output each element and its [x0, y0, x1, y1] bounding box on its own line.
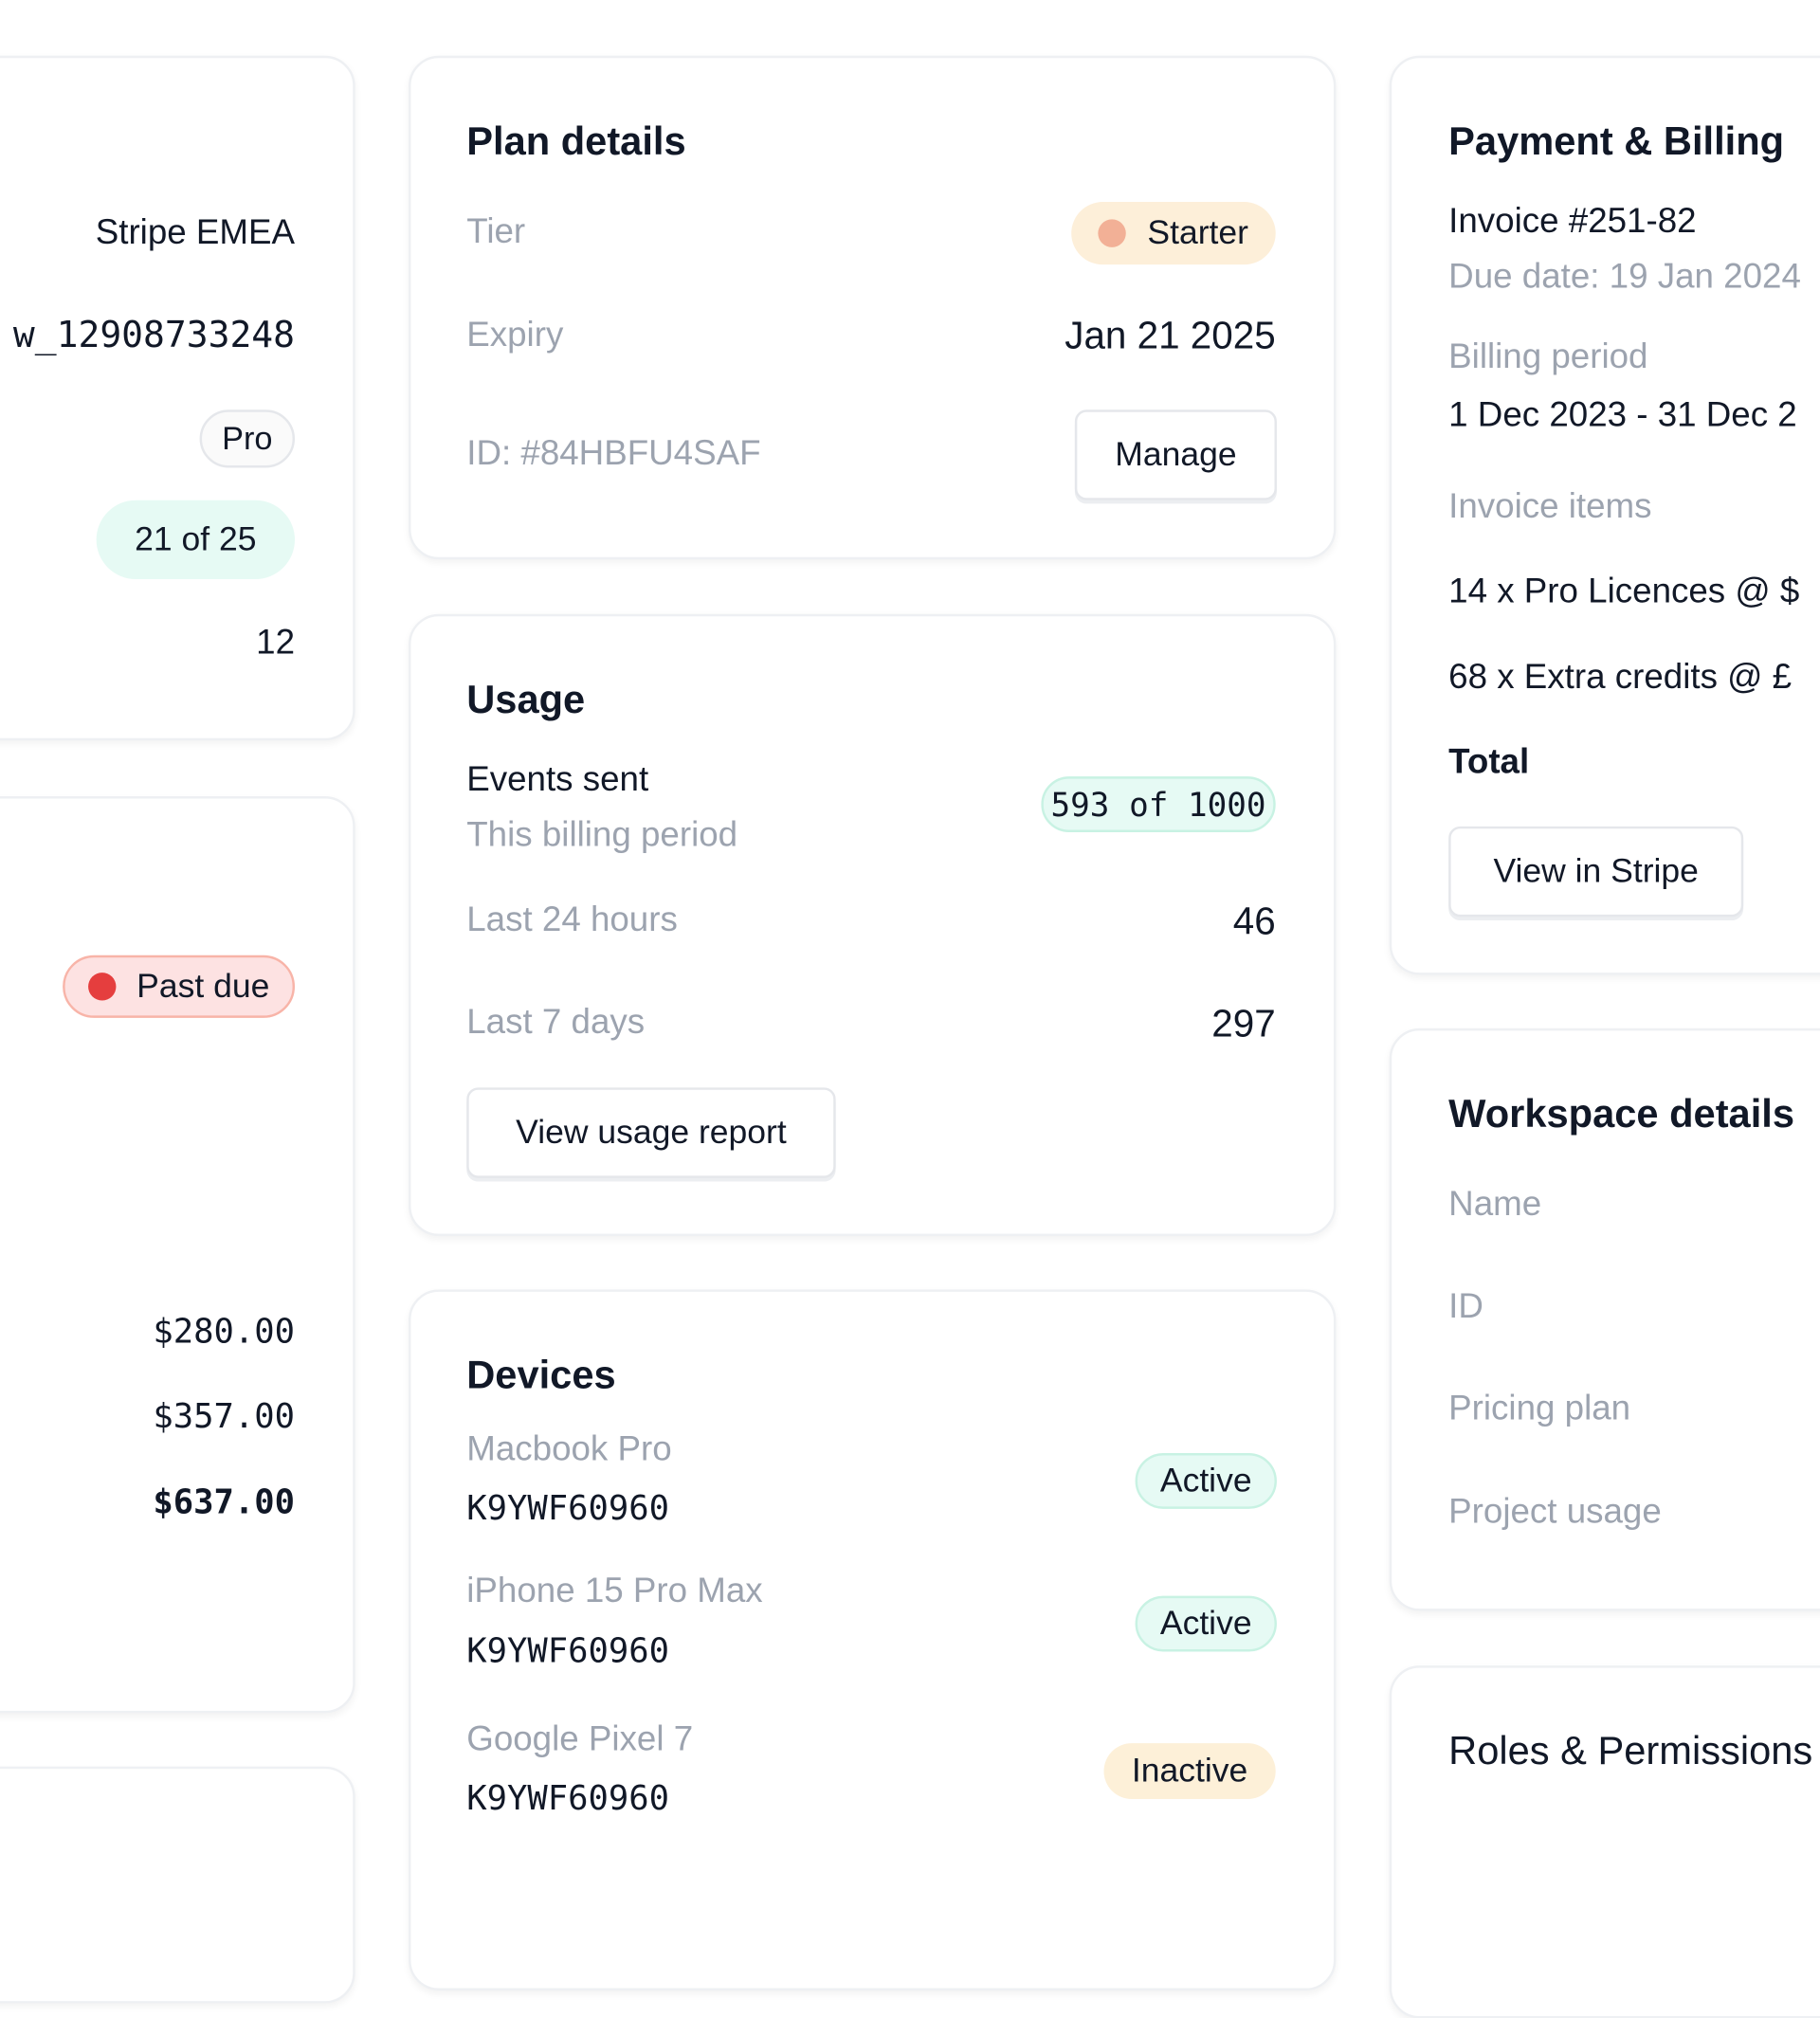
account-card	[0, 55, 355, 741]
last-24h-label: Last 24 hours	[466, 900, 678, 939]
provider-value: Stripe EMEA	[95, 213, 296, 252]
last-7d-value: 297	[1211, 1001, 1276, 1045]
left-bottom-card	[0, 1766, 355, 2004]
expiry-value: Jan 21 2025	[1065, 313, 1276, 356]
roles-title: Roles & Permissions	[1448, 1729, 1813, 1774]
plan-details-title: Plan details	[466, 119, 686, 164]
view-usage-report-button[interactable]: View usage report	[466, 1087, 836, 1178]
expiry-label: Expiry	[466, 316, 564, 355]
last-24h-value: 46	[1232, 899, 1276, 943]
manage-button[interactable]: Manage	[1074, 409, 1277, 500]
workspace-title: Workspace details	[1448, 1092, 1795, 1136]
tier-dot-icon	[1098, 219, 1127, 247]
workspace-details-card	[1389, 1027, 1820, 1611]
workspace-field-pricing-plan: Pricing plan	[1448, 1389, 1631, 1428]
events-badge: 593 of 1000	[1041, 776, 1276, 832]
workspace-field-project-usage: Project usage	[1448, 1492, 1662, 1532]
amount-line-1: $280.00	[153, 1311, 296, 1352]
device-serial: K9YWF60960	[466, 1487, 670, 1528]
tier-badge: Starter	[1071, 202, 1276, 265]
device-name: iPhone 15 Pro Max	[466, 1571, 763, 1610]
amount-total: $637.00	[153, 1482, 296, 1522]
billing-summary-card	[0, 796, 355, 1714]
past-due-label: Past due	[136, 967, 270, 1005]
amount-line-2: $357.00	[153, 1396, 296, 1436]
status-dot-icon	[87, 973, 117, 1001]
count-value: 12	[256, 623, 296, 662]
device-status-badge: Inactive	[1103, 1743, 1276, 1799]
plan-badge: Pro	[199, 409, 296, 468]
total-label: Total	[1448, 742, 1530, 782]
payment-title: Payment & Billing	[1448, 119, 1785, 164]
plan-id: ID: #84HBFU4SAF	[466, 433, 761, 473]
invoice-number: Invoice #251-82	[1448, 202, 1697, 241]
device-serial: K9YWF60960	[466, 1630, 670, 1671]
device-status-badge: Active	[1135, 1453, 1277, 1509]
invoice-items-label: Invoice items	[1448, 487, 1652, 526]
workspace-field-name: Name	[1448, 1185, 1542, 1224]
events-sent-sublabel: This billing period	[466, 815, 738, 855]
invoice-item: 68 x Extra credits @ £	[1448, 658, 1793, 697]
device-serial: K9YWF60960	[466, 1777, 670, 1818]
past-due-badge: Past due	[63, 954, 296, 1018]
events-sent-label: Events sent	[466, 760, 649, 799]
last-7d-label: Last 7 days	[466, 1002, 646, 1042]
view-in-stripe-button[interactable]: View in Stripe	[1448, 826, 1744, 918]
account-id-value: w_12908733248	[12, 314, 296, 356]
seats-badge: 21 of 25	[96, 500, 296, 580]
workspace-field-id: ID	[1448, 1286, 1483, 1326]
payment-billing-card	[1389, 55, 1820, 975]
device-status-badge: Active	[1135, 1595, 1277, 1652]
tier-label: Tier	[466, 212, 526, 251]
due-date: Due date: 19 Jan 2024	[1448, 257, 1801, 297]
invoice-item: 14 x Pro Licences @ $	[1448, 572, 1800, 611]
usage-title: Usage	[466, 678, 586, 722]
billing-period-label: Billing period	[1448, 337, 1648, 376]
tier-value: Starter	[1147, 213, 1248, 252]
devices-title: Devices	[466, 1353, 616, 1398]
device-name: Macbook Pro	[466, 1429, 672, 1468]
roles-permissions-card	[1389, 1665, 1820, 2018]
billing-period-value: 1 Dec 2023 - 31 Dec 2	[1448, 395, 1797, 434]
device-name: Google Pixel 7	[466, 1719, 694, 1759]
